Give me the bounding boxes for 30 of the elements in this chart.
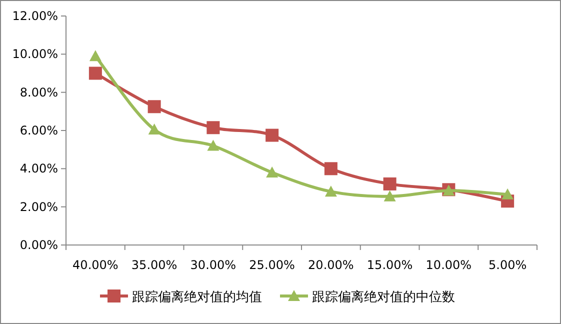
- legend-label: 跟踪偏离绝对值的中位数: [312, 289, 455, 305]
- point: [207, 140, 220, 151]
- x-tick-label: 5.00%: [488, 258, 527, 272]
- y-tick-label: 12.00%: [12, 9, 58, 23]
- point: [266, 128, 279, 142]
- point: [148, 100, 161, 114]
- y-tick-label: 0.00%: [20, 238, 58, 252]
- x-tick-label: 40.00%: [72, 258, 118, 272]
- point: [148, 124, 160, 135]
- y-tick-label: 4.00%: [20, 162, 58, 176]
- point: [324, 186, 337, 197]
- x-tick-label: 30.00%: [190, 258, 236, 272]
- point: [383, 177, 396, 190]
- y-tick-label: 10.00%: [12, 47, 58, 62]
- x-tick-label: 20.00%: [308, 258, 354, 272]
- x-tick-label: 10.00%: [426, 258, 472, 272]
- x-tick-label: 15.00%: [366, 258, 413, 272]
- point: [502, 188, 514, 200]
- legend-label: 跟踪偏离绝对值的均值: [132, 289, 262, 305]
- point: [266, 166, 278, 178]
- x-tick-label: 35.00%: [131, 258, 178, 272]
- point: [206, 121, 220, 134]
- point: [384, 190, 396, 202]
- point: [89, 50, 102, 62]
- x-tick-label: 25.00%: [249, 258, 295, 272]
- y-tick-label: 6.00%: [20, 124, 58, 138]
- point: [324, 162, 338, 176]
- y-tick-label: 2.00%: [20, 200, 58, 214]
- point: [88, 66, 102, 80]
- y-tick-label: 8.00%: [20, 85, 58, 100]
